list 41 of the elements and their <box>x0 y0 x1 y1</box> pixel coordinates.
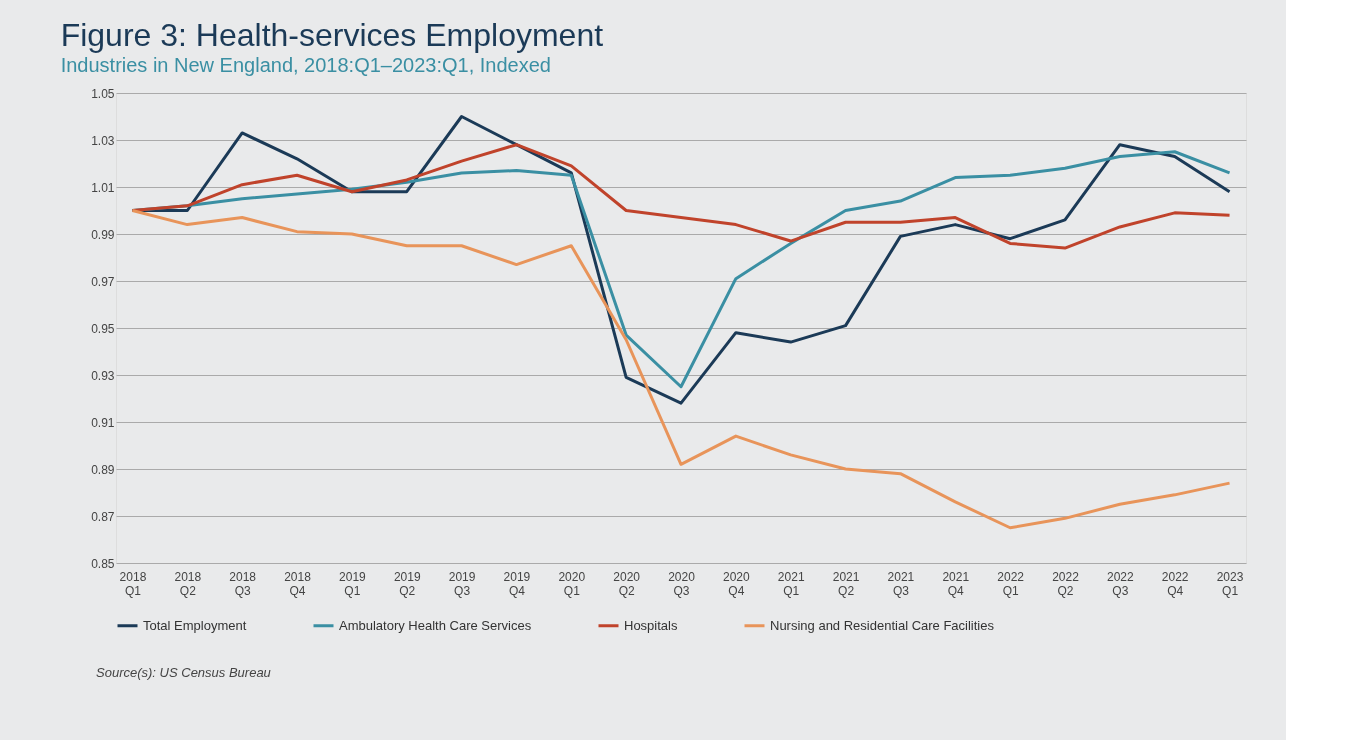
x-tick-label: 2019 Q4 <box>503 569 531 598</box>
source-note: Source(s): US Census Bureau <box>96 665 271 680</box>
x-tick-label: 2018 Q2 <box>174 569 202 598</box>
y-tick-label: 0.85 <box>91 556 115 571</box>
legend-label: Ambulatory Health Care Services <box>339 617 532 633</box>
line-series <box>130 143 1232 250</box>
y-tick-label: 1.05 <box>91 86 115 101</box>
y-tick-label: 0.95 <box>91 321 115 336</box>
x-tick-label: 2021 Q2 <box>832 569 860 598</box>
y-tick-label: 0.97 <box>91 274 115 289</box>
x-tick-label: 2018 Q1 <box>119 569 147 598</box>
x-tick-label: 2021 Q3 <box>887 569 915 598</box>
x-tick-label: 2020 Q4 <box>723 569 751 598</box>
y-tick-label: 1.03 <box>91 133 115 148</box>
y-tick-label: 0.93 <box>91 368 115 383</box>
y-tick-label: 0.99 <box>91 227 115 242</box>
x-tick-label: 2021 Q1 <box>777 569 805 598</box>
legend-label: Total Employment <box>143 617 247 633</box>
x-tick-label: 2022 Q2 <box>1052 569 1080 598</box>
x-tick-label: 2020 Q2 <box>613 569 641 598</box>
y-tick-label: 0.91 <box>91 415 115 430</box>
x-tick-label: 2022 Q3 <box>1106 569 1134 598</box>
x-tick-label: 2019 Q3 <box>448 569 476 598</box>
x-tick-label: 2021 Q4 <box>942 569 970 598</box>
line-series <box>130 209 1232 530</box>
x-tick-label: 2019 Q2 <box>393 569 421 598</box>
legend-label: Hospitals <box>624 617 678 633</box>
x-tick-label: 2018 Q4 <box>284 569 312 598</box>
x-tick-label: 2020 Q1 <box>558 569 586 598</box>
x-tick-label: 2019 Q1 <box>339 569 367 598</box>
y-tick-label: 1.01 <box>91 180 115 195</box>
x-tick-label: 2022 Q1 <box>997 569 1025 598</box>
legend-label: Nursing and Residential Care Facilities <box>770 617 995 633</box>
x-tick-label: 2023 Q1 <box>1216 569 1244 598</box>
x-tick-label: 2020 Q3 <box>668 569 696 598</box>
chart-subtitle: Industries in New England, 2018:Q1–2023:Q1, Indexed <box>60 54 551 76</box>
x-tick-label: 2018 Q3 <box>229 569 257 598</box>
chart-title: Figure 3: Health-services Employment <box>60 17 604 53</box>
y-tick-label: 0.87 <box>91 509 115 524</box>
x-tick-label: 2022 Q4 <box>1161 569 1189 598</box>
y-tick-label: 0.89 <box>91 462 115 477</box>
